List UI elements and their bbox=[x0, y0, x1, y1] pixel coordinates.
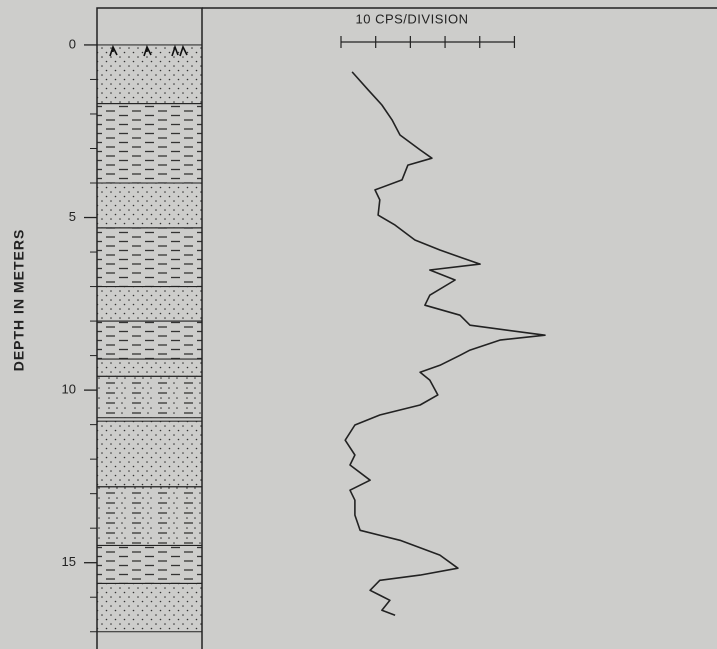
lithology-layer bbox=[96, 182, 203, 229]
lithology-layer bbox=[96, 486, 203, 546]
lithology-layer bbox=[96, 375, 203, 419]
lithology-layer bbox=[96, 227, 203, 288]
lithology-layer bbox=[96, 582, 203, 633]
y-axis-label: DEPTH IN METERS bbox=[11, 229, 27, 372]
lithology-layer bbox=[96, 358, 203, 377]
lithology-layer bbox=[96, 544, 203, 584]
y-tick-label: 15 bbox=[62, 554, 76, 569]
y-tick-label: 10 bbox=[62, 382, 76, 397]
lithology-layer bbox=[96, 320, 203, 360]
scale-label: 10 CPS/DIVISION bbox=[356, 11, 469, 26]
y-tick-label: 0 bbox=[69, 36, 76, 51]
lithology-layer bbox=[96, 103, 203, 184]
y-tick-label: 5 bbox=[69, 209, 76, 224]
column-frame bbox=[96, 7, 203, 649]
lithology-layer bbox=[96, 420, 203, 488]
lithology-layer bbox=[96, 286, 203, 322]
lithology-column bbox=[96, 44, 203, 633]
gamma-curve bbox=[344, 71, 546, 616]
root-symbols bbox=[109, 44, 188, 57]
lithology-layer bbox=[96, 44, 203, 105]
